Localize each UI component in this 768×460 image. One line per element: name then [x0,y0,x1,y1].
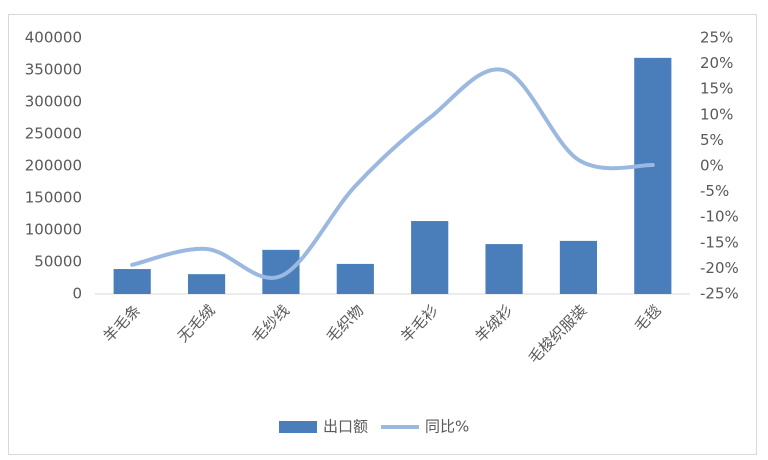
x-tick-label: 毛织物 [323,301,368,346]
y2-tick-label: -15% [700,233,739,251]
x-tick-label: 羊绒衫 [472,301,517,346]
y-tick-label: 0 [72,285,82,303]
y2-tick-label: 10% [700,105,733,123]
y2-tick-label: -10% [700,208,739,226]
y-tick-label: 100000 [25,221,82,239]
x-tick-label: 羊毛条 [100,301,145,346]
bar [262,249,300,294]
y2-tick-label: 0% [700,157,724,175]
bar [485,244,523,294]
bar [187,274,226,294]
bar [634,57,672,295]
y2-tick-label: 5% [700,131,724,149]
y-tick-label: 250000 [25,125,82,143]
y2-tick-label: 25% [700,29,733,47]
legend-label: 同比% [425,418,469,436]
y-tick-label: 150000 [25,189,82,207]
y2-tick-label: -5% [700,182,729,200]
y-tick-label: 50000 [34,253,82,271]
bar [336,263,374,294]
x-tick-label: 羊毛衫 [397,301,442,346]
y2-tick-label: -20% [700,259,739,277]
x-tick-label: 毛梭织服装 [525,301,591,367]
y-tick-label: 350000 [25,61,82,79]
chart-border [8,14,757,455]
y-tick-label: 200000 [25,157,82,175]
bar [411,221,449,294]
x-tick-label: 毛纱线 [248,301,293,346]
line [130,67,655,280]
bar [113,269,151,294]
y2-tick-label: 15% [700,80,733,98]
x-tick-label: 无毛绒 [174,301,219,346]
y2-tick-label: -25% [700,285,739,303]
legend-swatch [279,421,317,433]
y2-tick-label: 20% [700,54,733,72]
bar [559,240,598,294]
y-tick-label: 400000 [25,29,82,47]
x-tick-label: 毛毯 [631,301,665,335]
y-tick-label: 300000 [25,93,82,111]
legend-label: 出口额 [323,418,368,436]
